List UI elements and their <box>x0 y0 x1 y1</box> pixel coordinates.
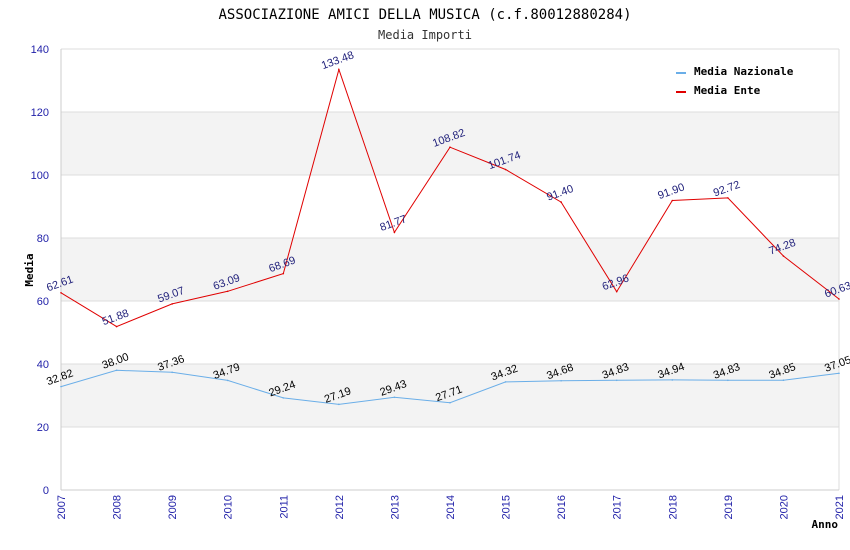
data-point <box>282 397 285 399</box>
x-tick-label: 2013 <box>389 495 401 519</box>
data-point <box>393 396 396 399</box>
legend-label-media-ente: Media Ente <box>694 84 761 97</box>
data-point <box>171 371 173 374</box>
y-tick-label: 20 <box>37 422 49 434</box>
x-tick-label: 2016 <box>556 495 568 519</box>
data-point <box>615 379 618 382</box>
data-point <box>282 272 285 275</box>
data-point <box>838 298 840 300</box>
y-tick-label: 140 <box>31 44 49 56</box>
y-tick-label: 120 <box>31 107 49 119</box>
y-axis-ticks: 0 20 40 60 80 100 120 140 <box>31 44 49 497</box>
x-tick-label: 2011 <box>278 495 290 519</box>
x-axis-label: Anno <box>812 518 839 531</box>
data-point <box>782 255 785 257</box>
x-tick-label: 2010 <box>223 495 235 519</box>
data-label: 92.72 <box>712 179 742 200</box>
x-tick-label: 2019 <box>723 495 735 519</box>
x-axis-ticks: 2007 2008 2009 2010 2011 2012 2013 2014 2015 2016… <box>56 495 846 519</box>
y-tick-label: 60 <box>37 296 49 308</box>
data-point <box>338 403 340 406</box>
data-point <box>671 379 674 381</box>
data-point <box>226 379 229 382</box>
x-tick-label: 2008 <box>112 495 124 519</box>
grid-band <box>61 112 839 175</box>
x-tick-label: 2009 <box>167 495 179 519</box>
data-label: 91.40 <box>545 183 575 204</box>
data-point <box>560 201 562 203</box>
chart-title: ASSOCIAZIONE AMICI DELLA MUSICA (c.f.800… <box>218 7 631 23</box>
data-label: 51.88 <box>101 307 131 328</box>
y-tick-label: 100 <box>31 170 49 182</box>
data-point <box>671 199 674 202</box>
y-tick-label: 40 <box>37 359 49 371</box>
grid-band <box>61 238 839 301</box>
y-tick-label: 0 <box>43 485 49 497</box>
data-point <box>115 369 118 372</box>
legend-label-media-nazionale: Media Nazionale <box>694 65 794 78</box>
data-point <box>338 68 340 71</box>
data-point <box>393 231 396 234</box>
x-tick-label: 2018 <box>667 495 679 519</box>
data-point <box>115 325 118 328</box>
x-tick-label: 2017 <box>612 495 624 519</box>
data-point <box>226 290 229 293</box>
x-tick-label: 2020 <box>778 495 790 519</box>
x-tick-label: 2014 <box>445 495 457 519</box>
data-point <box>60 291 62 294</box>
legend-item-media-ente: Media Ente <box>676 84 761 97</box>
y-axis-label: Media <box>23 253 36 286</box>
data-point <box>171 303 173 305</box>
data-point <box>615 290 618 293</box>
data-point <box>560 379 562 382</box>
data-point <box>504 381 507 383</box>
chart-subtitle: Media Importi <box>378 28 472 42</box>
data-point <box>449 401 451 404</box>
data-point <box>727 197 729 199</box>
data-point <box>782 379 785 382</box>
x-tick-label: 2007 <box>56 495 68 519</box>
data-label: 133.48 <box>320 49 356 72</box>
x-tick-label: 2021 <box>834 495 846 519</box>
data-point <box>60 385 62 388</box>
data-point <box>449 146 451 149</box>
grid-bands <box>61 112 839 427</box>
x-tick-label: 2012 <box>334 495 346 519</box>
y-tick-label: 80 <box>37 233 49 245</box>
data-point <box>838 372 840 375</box>
series-group <box>60 67 840 406</box>
data-point <box>504 168 507 171</box>
legend: Media Nazionale Media Ente <box>676 65 794 97</box>
data-label: 91.90 <box>656 181 686 202</box>
legend-item-media-nazionale: Media Nazionale <box>676 65 794 78</box>
x-tick-label: 2015 <box>501 495 513 519</box>
data-point <box>727 379 729 382</box>
